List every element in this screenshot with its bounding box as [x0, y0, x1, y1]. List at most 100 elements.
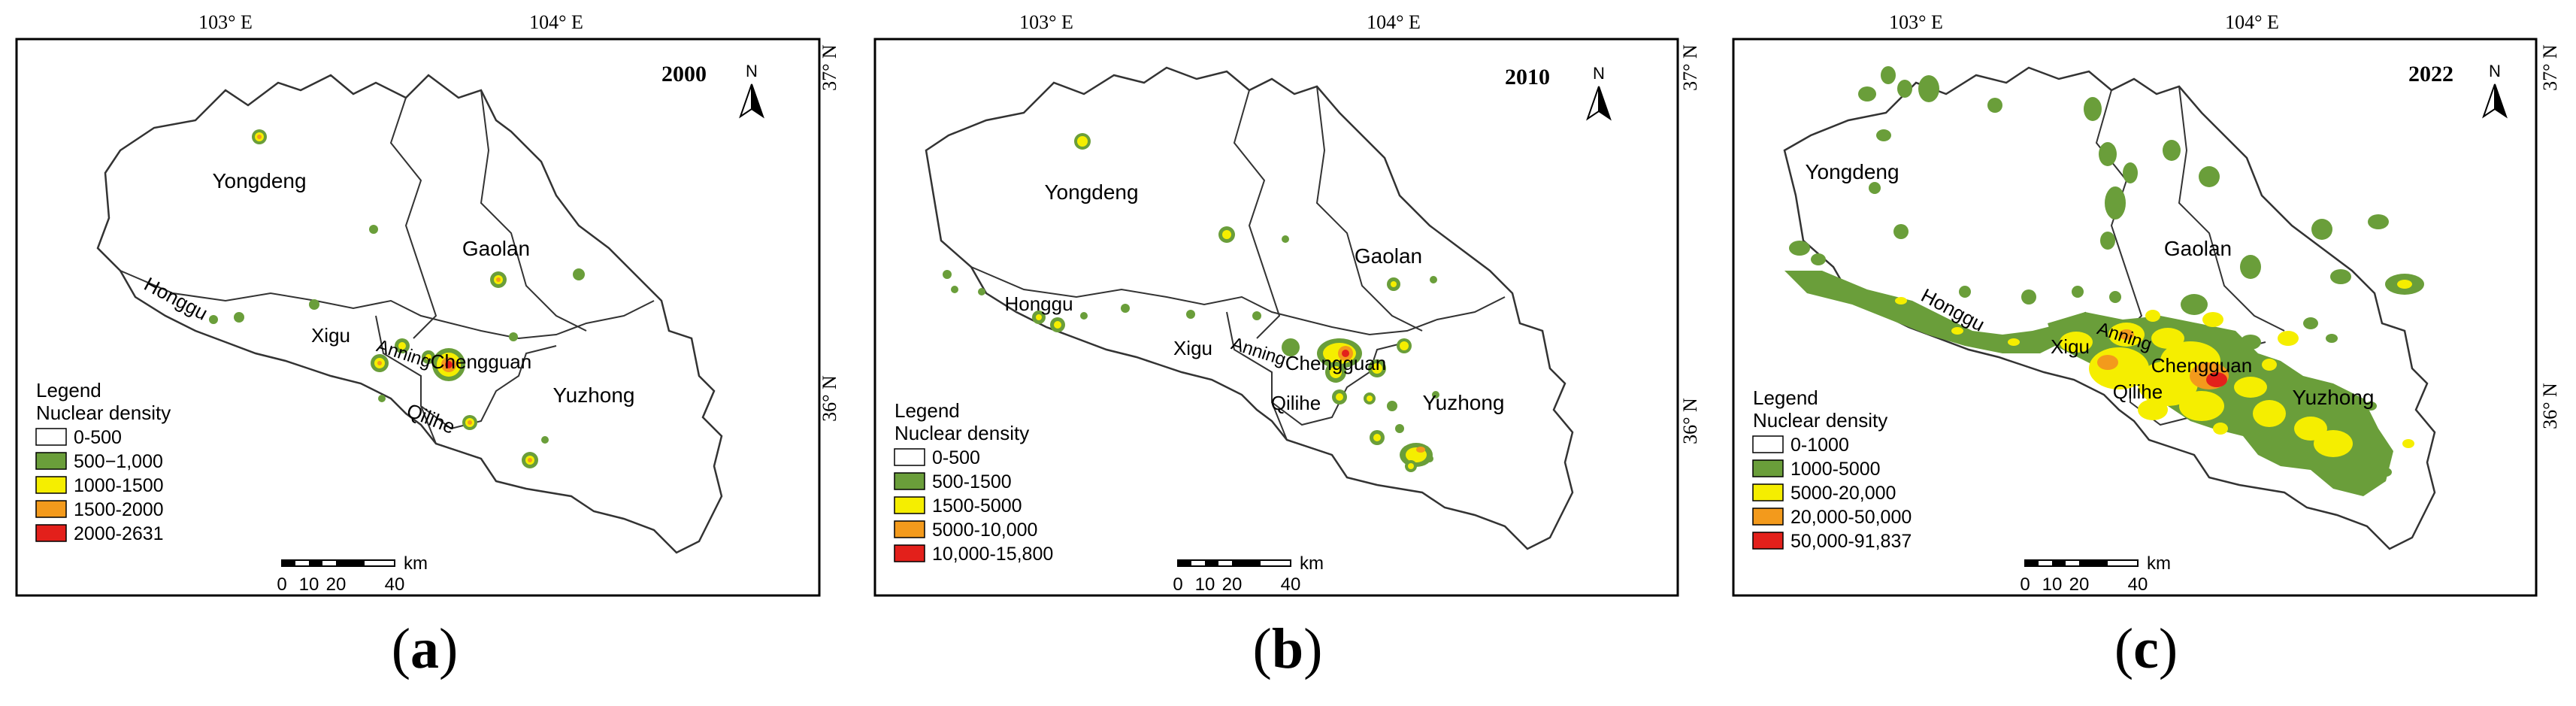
lon-label-103: 103° E: [1889, 11, 1943, 33]
place-yuzhong: Yuzhong: [553, 383, 635, 407]
legend-swatch: [1752, 532, 1784, 550]
legend-item: 500−1,000: [35, 451, 163, 472]
map-b: 103° E 104° E 37° N 36° N: [873, 11, 1701, 597]
legend: Legend Nuclear density 0-500 500−1,000 1…: [35, 379, 171, 544]
svg-text:1500-2000: 1500-2000: [74, 499, 164, 520]
legend-swatch: [1752, 483, 1784, 501]
caption-a: (a): [391, 617, 459, 680]
svg-text:500-1500: 500-1500: [932, 471, 1012, 492]
scale-tick: 40: [1281, 574, 1301, 595]
svg-text:N: N: [746, 62, 758, 80]
legend-item: 5000-20,000: [1752, 483, 1896, 504]
density-spots: [1784, 66, 2424, 496]
place-honggu: Honggu: [1004, 292, 1073, 315]
legend-swatch: [1752, 459, 1784, 477]
legend-item: 0-500: [35, 427, 122, 448]
svg-text:1500-5000: 1500-5000: [932, 495, 1022, 517]
map-frame: [15, 38, 821, 597]
place-chengguan: Chengguan: [2151, 354, 2252, 377]
legend: Legend Nuclear density 0-1000 1000-5000 …: [1752, 386, 1912, 552]
scale-tick: 10: [2042, 574, 2063, 595]
scale-tick: 0: [2020, 574, 2030, 595]
scale-tick: 0: [277, 574, 286, 595]
legend-title: Legend: [894, 399, 960, 422]
place-yongdeng: Yongdeng: [1044, 180, 1138, 204]
svg-text:10,000-15,800: 10,000-15,800: [932, 544, 1053, 565]
lon-label-103: 103° E: [198, 11, 253, 33]
place-qilihe: Qilihe: [1271, 392, 1321, 414]
outer-boundary: [1783, 66, 2436, 550]
year-label: 2022: [2408, 62, 2453, 86]
svg-text:20,000-50,000: 20,000-50,000: [1790, 507, 1912, 528]
scale-tick: 10: [1195, 574, 1215, 595]
legend-swatch: [1752, 508, 1784, 526]
scale-unit: km: [404, 553, 428, 574]
scale-bar: km 0 10 20 40: [1173, 553, 1324, 595]
year-label: 2010: [1505, 65, 1550, 89]
place-qilihe: Qilihe: [2113, 380, 2163, 403]
svg-text:0-1000: 0-1000: [1790, 435, 1849, 456]
legend: Legend Nuclear density 0-500 500-1500 15…: [894, 399, 1053, 565]
place-chengguan: Chengguan: [431, 350, 531, 373]
legend-swatch: [35, 500, 67, 518]
svg-text:5000-10,000: 5000-10,000: [932, 520, 1037, 541]
north-arrow-icon: N: [1586, 64, 1612, 121]
north-arrow-icon: N: [739, 62, 764, 119]
outer-boundary: [925, 66, 1574, 550]
legend-swatch: [35, 428, 67, 446]
scale-tick: 20: [326, 574, 347, 595]
legend-item: 1500-2000: [35, 499, 164, 520]
svg-text:N: N: [2489, 62, 2501, 80]
legend-item: 1000-1500: [35, 475, 164, 496]
scale-tick: 0: [1173, 574, 1182, 595]
legend-title: Legend: [36, 379, 101, 401]
place-gaolan: Gaolan: [462, 237, 530, 260]
legend-title: Legend: [1753, 386, 1818, 409]
district-line: [389, 97, 437, 339]
svg-text:5000-20,000: 5000-20,000: [1790, 483, 1896, 504]
lat-label-37: 37° N: [819, 44, 840, 91]
svg-text:N: N: [1593, 64, 1605, 83]
district-line: [1271, 401, 1333, 456]
legend-item: 50,000-91,837: [1752, 531, 1912, 552]
legend-swatch: [1752, 435, 1784, 453]
legend-swatch: [35, 476, 67, 494]
district-line: [1233, 89, 1281, 339]
legend-item: 10,000-15,800: [894, 544, 1053, 565]
map-panel-a: 103° E 104° E 37° N 36° N: [0, 0, 858, 706]
legend-swatch: [894, 496, 925, 514]
place-xigu: Xigu: [311, 324, 350, 347]
place-yongdeng: Yongdeng: [212, 169, 306, 192]
scale-unit: km: [2147, 553, 2171, 574]
lon-label-104: 104° E: [1367, 11, 1421, 33]
map-panel-b: 103° E 104° E 37° N 36° N: [858, 0, 1717, 706]
lat-label-37: 37° N: [1679, 44, 1701, 91]
density-spots: [209, 129, 585, 468]
map-frame: [873, 38, 1679, 597]
district-line: [1315, 86, 1423, 332]
scale-unit: km: [1300, 553, 1324, 574]
svg-text:2000-2631: 2000-2631: [74, 523, 164, 544]
lat-label-36: 36° N: [2539, 383, 2561, 429]
svg-text:50,000-91,837: 50,000-91,837: [1790, 531, 1912, 552]
legend-subtitle: Nuclear density: [36, 401, 171, 424]
legend-subtitle: Nuclear density: [894, 422, 1029, 444]
lon-label-104: 104° E: [529, 11, 583, 33]
place-chengguan: Chengguan: [1285, 352, 1386, 374]
legend-swatch: [894, 520, 925, 538]
district-line: [2178, 86, 2285, 332]
district-line: [420, 405, 482, 459]
legend-swatch: [894, 544, 925, 562]
svg-text:0-500: 0-500: [932, 447, 980, 468]
place-yuzhong: Yuzhong: [1423, 391, 1505, 414]
lat-label-37: 37° N: [2539, 44, 2561, 91]
map-panel-c: 103° E 104° E 37° N 36° N: [1717, 0, 2575, 706]
scale-tick: 20: [1222, 574, 1243, 595]
legend-item: 2000-2631: [35, 523, 164, 544]
year-label: 2000: [661, 62, 707, 86]
place-xigu: Xigu: [1173, 337, 1212, 359]
legend-item: 1000-5000: [1752, 459, 1881, 480]
place-xigu: Xigu: [2051, 335, 2090, 358]
legend-item: 0-500: [894, 447, 980, 468]
legend-swatch: [35, 452, 67, 470]
